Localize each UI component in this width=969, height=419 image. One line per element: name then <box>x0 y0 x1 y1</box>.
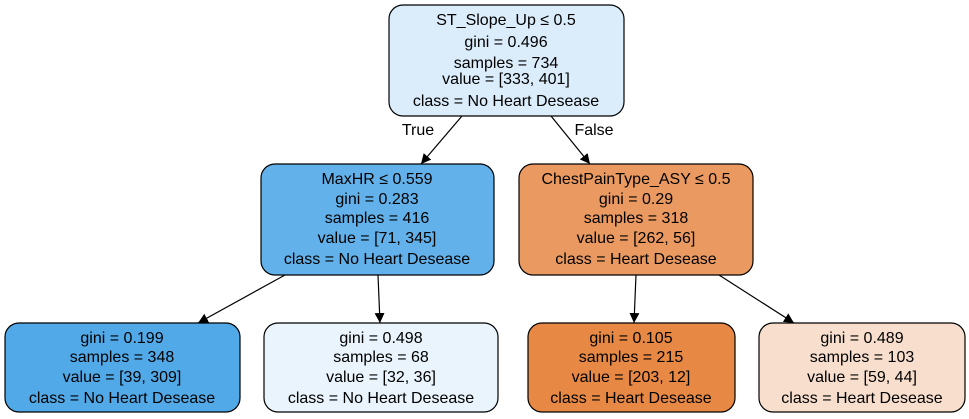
edge-right-leaf-rl <box>629 274 640 324</box>
node-line: gini = 0.283 <box>335 191 418 208</box>
node-line: samples = 103 <box>810 349 915 366</box>
node-line: class = Heart Desease <box>781 390 943 407</box>
tree-node-right: ChestPainType_ASY ≤ 0.5 gini = 0.29 samp… <box>518 163 754 276</box>
node-line: value = [59, 44] <box>807 369 917 386</box>
node-line: class = No Heart Desease <box>413 93 599 110</box>
tree-leaf-right-right: gini = 0.489 samples = 103 value = [59, … <box>758 322 966 413</box>
node-line: value = [333, 401] <box>442 71 570 88</box>
node-line: value = [262, 56] <box>577 230 696 247</box>
edge-right-leaf-rr <box>718 274 795 324</box>
node-line: gini = 0.489 <box>820 330 903 347</box>
edge-label-true: True <box>402 122 434 139</box>
node-line: ST_Slope_Up ≤ 0.5 <box>436 12 576 29</box>
edge-left-leaf-lr <box>374 274 385 324</box>
node-line: value = [71, 345] <box>318 230 437 247</box>
tree-leaf-right-left: gini = 0.105 samples = 215 value = [203,… <box>527 322 736 413</box>
node-line: class = No Heart Desease <box>29 390 215 407</box>
node-line: gini = 0.199 <box>80 330 163 347</box>
node-line: gini = 0.496 <box>464 34 547 51</box>
node-line: class = No Heart Desease <box>284 251 470 268</box>
edge-label-false: False <box>574 122 613 139</box>
edge-left-leaf-ll <box>197 274 286 324</box>
node-line: gini = 0.498 <box>339 330 422 347</box>
node-line: class = Heart Desease <box>555 251 717 268</box>
node-line: samples = 318 <box>584 210 689 227</box>
node-line: value = [32, 36] <box>326 369 436 386</box>
edge-root-right <box>550 115 591 165</box>
tree-leaf-left-left: gini = 0.199 samples = 348 value = [39, … <box>4 322 241 413</box>
node-line: value = [39, 309] <box>63 369 182 386</box>
edge-root-left <box>420 115 463 165</box>
node-line: samples = 348 <box>70 349 175 366</box>
tree-node-left: MaxHR ≤ 0.559 gini = 0.283 samples = 416… <box>260 163 495 276</box>
node-line: gini = 0.105 <box>589 330 672 347</box>
node-line: ChestPainType_ASY ≤ 0.5 <box>541 171 730 188</box>
node-line: value = [203, 12] <box>572 369 691 386</box>
node-line: samples = 68 <box>333 349 429 366</box>
tree-leaf-left-right: gini = 0.498 samples = 68 value = [32, 3… <box>263 322 499 413</box>
node-line: samples = 416 <box>325 210 430 227</box>
node-line: MaxHR ≤ 0.559 <box>321 171 432 188</box>
node-line: class = Heart Desease <box>550 390 712 407</box>
node-line: class = No Heart Desease <box>288 390 474 407</box>
tree-node-root: ST_Slope_Up ≤ 0.5 gini = 0.496 samples =… <box>388 4 625 117</box>
node-line: samples = 215 <box>579 349 684 366</box>
node-line: gini = 0.29 <box>599 191 673 208</box>
node-line: samples = 734 <box>454 55 559 72</box>
